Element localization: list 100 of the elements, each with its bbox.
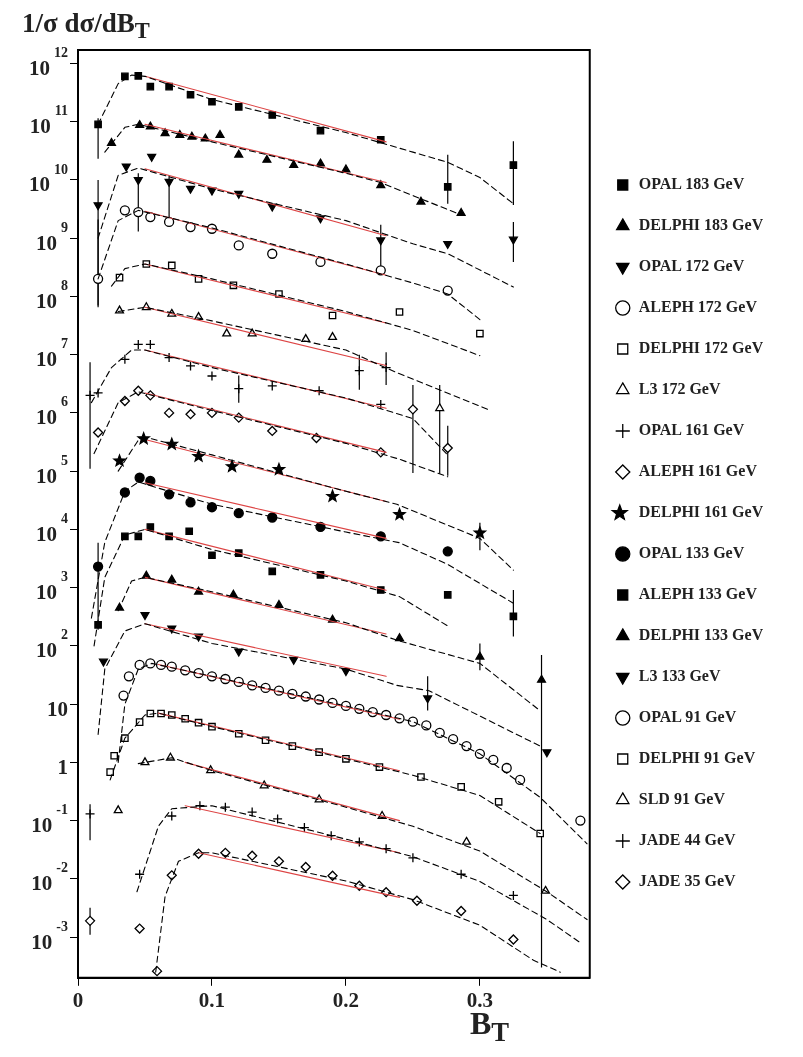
point (267, 425, 278, 437)
y-tick-label: 103 (36, 569, 68, 605)
point (494, 798, 503, 806)
legend-label: ALEPH 172 GeV (638, 298, 758, 316)
point (455, 869, 467, 880)
point (185, 409, 196, 420)
point (273, 856, 285, 867)
point (267, 248, 278, 259)
point (536, 829, 545, 838)
point (133, 177, 143, 186)
point (208, 551, 216, 560)
point (542, 749, 552, 758)
point (268, 567, 277, 576)
point (508, 934, 519, 945)
point (185, 497, 196, 508)
point (234, 149, 244, 158)
point (167, 261, 176, 270)
point (208, 97, 216, 106)
legend-label: DELPHI 91 GeV (638, 749, 756, 767)
point (443, 591, 452, 599)
point (113, 805, 123, 814)
point (501, 762, 512, 774)
point (121, 163, 131, 172)
point (163, 407, 175, 419)
legend-label: DELPHI 172 GeV (638, 339, 764, 357)
legend-label: OPAL 133 GeV (638, 544, 745, 562)
legend-label: JADE 35 GeV (638, 872, 737, 890)
point (165, 437, 179, 450)
point (140, 612, 150, 621)
y-tick-label: 107 (36, 336, 68, 372)
legend-label: OPAL 161 GeV (638, 421, 745, 439)
legend-label: L3 172 GeV (638, 380, 721, 398)
point (316, 126, 325, 135)
y-tick-label: 1012 (29, 45, 68, 80)
point (289, 159, 299, 168)
y-axis-title: 1/σ dσ/dB$_{T}$ (22, 8, 150, 45)
point (341, 164, 351, 173)
legend-label: ALEPH 133 GeV (638, 585, 758, 603)
point (247, 850, 258, 861)
point (376, 237, 386, 246)
point (393, 507, 406, 520)
point (206, 370, 218, 382)
point (134, 923, 145, 934)
point (119, 354, 131, 365)
point (443, 240, 453, 249)
y-tick-label: 102 (36, 627, 68, 663)
point (234, 648, 244, 657)
point (536, 674, 547, 683)
point (442, 442, 453, 454)
x-tick-label: 0.2 (332, 987, 360, 1012)
y-tick-label: 1010 (29, 161, 68, 197)
x-tick-label: 0.1 (198, 987, 226, 1012)
point (134, 72, 143, 80)
point (92, 273, 104, 285)
legend-label: L3 133 GeV (638, 667, 721, 685)
point (84, 915, 96, 926)
point (395, 308, 404, 316)
point (163, 216, 175, 228)
point (119, 205, 131, 216)
point (268, 111, 277, 119)
point (164, 178, 174, 187)
legend-label: OPAL 172 GeV (638, 257, 745, 275)
point (225, 459, 239, 472)
point (233, 240, 244, 251)
point (84, 808, 96, 820)
point (455, 905, 467, 917)
point (262, 154, 272, 163)
point (137, 432, 150, 445)
y-tick-label: 104 (36, 510, 68, 546)
x-tick-label: 0.3 (466, 987, 494, 1012)
point (134, 659, 145, 671)
point (234, 102, 243, 111)
point (476, 329, 484, 338)
point (92, 427, 104, 438)
point (423, 695, 433, 704)
point (134, 532, 143, 541)
point (121, 532, 129, 541)
point (509, 161, 518, 169)
point (233, 507, 244, 519)
point (443, 183, 452, 191)
point (514, 774, 526, 786)
point (300, 861, 311, 873)
point (222, 328, 232, 337)
point (185, 527, 194, 536)
point (394, 633, 405, 642)
point (272, 813, 283, 825)
point (134, 472, 145, 483)
point (114, 602, 125, 611)
point (113, 454, 126, 467)
point (206, 502, 218, 513)
legend-label: OPAL 183 GeV (638, 175, 745, 193)
point (461, 836, 472, 845)
point (457, 783, 465, 791)
point (508, 236, 518, 245)
y-tick-label: 10 (47, 696, 68, 721)
point (106, 137, 117, 146)
y-tick-label: 108 (36, 278, 68, 313)
y-tick-label: 10-1 (31, 802, 69, 838)
y-tick-label: 10-2 (31, 860, 69, 896)
y-tick-label: 10-3 (31, 918, 69, 954)
